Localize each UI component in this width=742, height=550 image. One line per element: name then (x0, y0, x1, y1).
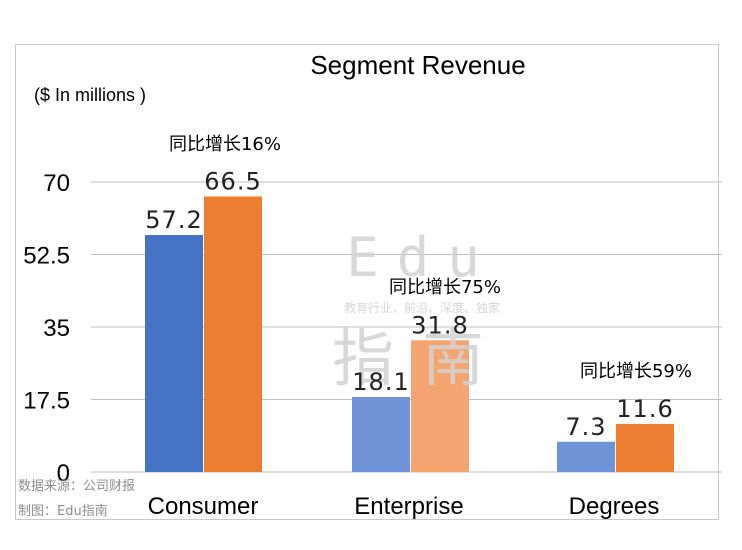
y-tick-label: 17.5 (23, 388, 70, 415)
y-tick-label: 0 (57, 460, 70, 487)
data-label: 31.8 (411, 311, 468, 339)
y-tick-label: 52.5 (23, 243, 70, 270)
bar-curr (411, 340, 469, 472)
data-label: 57.2 (145, 206, 202, 234)
growth-label: 同比增长16% (169, 134, 281, 155)
bars (145, 196, 674, 472)
chart-subtitle: ($ In millions ) (34, 85, 146, 105)
growth-label: 同比增长59% (580, 361, 692, 382)
bar-prev (145, 235, 203, 472)
x-tick-label: Enterprise (354, 493, 463, 520)
x-tick-label: Degrees (569, 493, 660, 520)
footer-credit: 制图：Edu指南 (18, 503, 108, 519)
bar-curr (204, 196, 262, 472)
watermark-zhinan: 指南 (332, 322, 512, 395)
x-tick-label: Consumer (148, 493, 259, 520)
watermark-edu: Edu (346, 226, 498, 289)
bar-curr (616, 423, 674, 472)
y-tick-label: 70 (43, 170, 70, 197)
watermark-tagline: 教育行业，前沿、深度、独家 (344, 300, 500, 315)
bar-prev (557, 441, 615, 472)
data-label: 7.3 (565, 413, 606, 441)
chart-title: Segment Revenue (310, 50, 525, 80)
bar-prev (352, 397, 410, 472)
data-label: 66.5 (204, 168, 261, 196)
growth-label: 同比增长75% (389, 277, 501, 298)
y-tick-label: 35 (43, 315, 70, 342)
data-label: 11.6 (616, 395, 673, 423)
labels: 0 17.5 35 52.5 70 57.266.5 Consumer 同比增长16% 18.1… (23, 134, 692, 520)
watermark: Edu 教育行业，前沿、深度、独家 指南 (332, 226, 512, 395)
footer-source: 数据来源：公司财报 (18, 479, 135, 494)
data-label: 18.1 (352, 368, 409, 396)
